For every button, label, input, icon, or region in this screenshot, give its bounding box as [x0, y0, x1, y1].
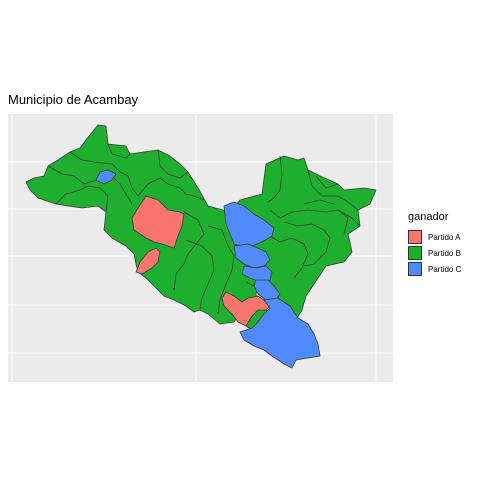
legend-title: ganador: [408, 211, 449, 223]
region-partido-a-south: [221, 291, 271, 327]
region-partido-c-se: [239, 297, 321, 369]
region-partido-c-chain1: [241, 265, 273, 283]
legend-item-partido-a: Partido A: [408, 229, 461, 245]
map-panel: [8, 114, 393, 382]
map-title: Municipio de Acambay: [8, 92, 139, 107]
legend-item-partido-c: Partido C: [408, 261, 461, 277]
region-partido-c-nw: [95, 169, 117, 185]
region-partido-c-central: [223, 201, 275, 247]
legend-item-partido-b: Partido B: [408, 245, 461, 261]
legend: ganador Partido A Partido B Partido C: [408, 211, 461, 277]
legend-label-partido-b: Partido B: [428, 248, 461, 258]
region-partido-a-north: [131, 195, 185, 249]
legend-label-partido-c: Partido C: [428, 264, 462, 274]
region-partido-a-west: [135, 247, 161, 275]
map-svg: [8, 114, 393, 382]
internal-boundaries: [47, 143, 361, 315]
legend-label-partido-a: Partido A: [428, 232, 461, 242]
region-partido-c-mid: [233, 243, 271, 269]
legend-key-partido-a: [408, 230, 422, 244]
legend-key-partido-b: [408, 246, 422, 260]
legend-key-partido-c: [408, 262, 422, 276]
